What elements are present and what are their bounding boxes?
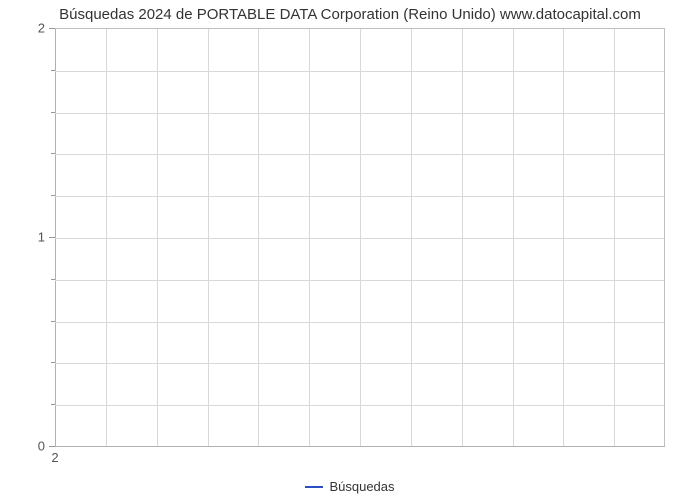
chart-container: Búsquedas 2024 de PORTABLE DATA Corporat… [0,0,700,500]
y-tick-mark [49,446,55,447]
legend: Búsquedas [0,478,700,494]
y-tick-label: 2 [38,21,45,36]
y-minor-tick-mark [51,112,55,113]
legend-label: Búsquedas [329,479,394,494]
gridline-v [360,29,361,446]
gridline-v [309,29,310,446]
y-minor-tick-mark [51,321,55,322]
gridline-v [208,29,209,446]
gridline-v [614,29,615,446]
y-minor-tick-mark [51,153,55,154]
legend-swatch [305,486,323,488]
gridline-v [411,29,412,446]
gridline-v [563,29,564,446]
y-tick-label: 0 [38,439,45,454]
gridline-v [258,29,259,446]
y-minor-tick-mark [51,404,55,405]
y-minor-tick-mark [51,362,55,363]
plot-area [55,28,665,446]
y-minor-tick-mark [51,195,55,196]
y-minor-tick-mark [51,70,55,71]
y-minor-tick-mark [51,279,55,280]
x-tick-label: 2 [51,450,58,465]
chart-title: Búsquedas 2024 de PORTABLE DATA Corporat… [0,6,700,23]
y-tick-mark [49,28,55,29]
gridline-v [157,29,158,446]
y-tick-mark [49,237,55,238]
gridline-v [513,29,514,446]
x-axis [55,446,665,447]
y-tick-label: 1 [38,230,45,245]
gridline-v [462,29,463,446]
gridline-v [106,29,107,446]
